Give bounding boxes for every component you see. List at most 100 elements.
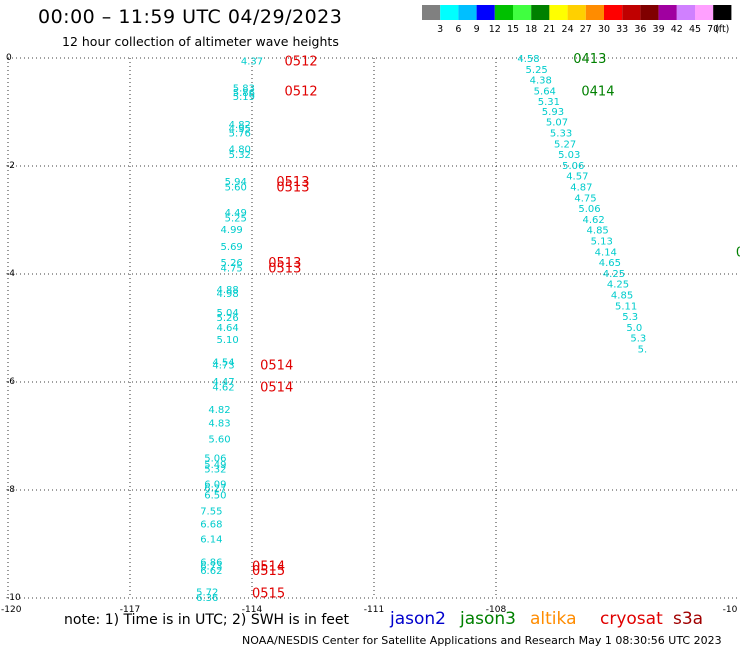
wave-height-label: 4.75	[221, 264, 243, 275]
x-tick-label: -10	[723, 605, 738, 615]
wave-height-label: 6.09	[204, 480, 226, 491]
y-tick-label: -10	[6, 593, 21, 603]
wave-height-label: 4.47	[212, 377, 234, 388]
wave-height-label: 5.60	[208, 435, 230, 446]
time-annotation: 0514	[252, 560, 285, 575]
wave-height-label: 4.88	[216, 285, 238, 296]
wave-height-label: 4.85	[587, 226, 609, 237]
credit-line: NOAA/NESDIS Center for Satellite Applica…	[242, 634, 722, 647]
color-scale-legend: 3 6 9 12 15 18 21 24 27 30 33 36 39 42 45 70(ft)	[422, 5, 732, 35]
time-annotation: 0515	[252, 564, 285, 579]
time-annotation: 0514	[260, 380, 293, 395]
color-swatch	[622, 5, 641, 20]
wave-height-label: 4.25	[607, 280, 629, 291]
wave-height-label: 5.26	[216, 313, 238, 324]
wave-height-label: 6.62	[200, 566, 222, 577]
wave-height-label: 4.62	[212, 382, 234, 393]
x-tick-label: -111	[364, 605, 384, 615]
wave-height-label: 6.14	[200, 535, 222, 546]
color-swatch	[458, 5, 477, 20]
chart-subtitle: 12 hour collection of altimeter wave hei…	[62, 34, 339, 49]
color-scale-label: 12	[489, 24, 501, 35]
color-swatch	[440, 5, 459, 20]
color-scale-label: 18	[525, 24, 537, 35]
color-scale-label: 36	[634, 24, 646, 35]
legend-s3a: s3a	[673, 609, 704, 629]
x-tick-label: -108	[486, 605, 507, 615]
time-annotation: 0414	[581, 84, 614, 99]
wave-height-label: 4.98	[216, 289, 238, 300]
wave-height-label: 4.87	[570, 183, 592, 194]
wave-height-label: 5.10	[216, 335, 238, 346]
wave-height-label: 5.03	[558, 150, 580, 161]
wave-height-label: 4.38	[530, 76, 552, 87]
time-annotation: 0	[736, 245, 740, 260]
wave-height-label: 5.93	[542, 107, 564, 118]
color-swatch	[695, 5, 714, 20]
wave-height-label: 5.60	[225, 183, 247, 194]
color-scale-label: 6	[455, 24, 461, 35]
wave-height-label: 5.25	[526, 65, 548, 76]
wave-height-label: 5.72	[196, 588, 218, 599]
wave-height-label: 5.06	[578, 204, 600, 215]
wave-height-label: 4.37	[241, 57, 263, 68]
wave-height-label: 4.49	[225, 208, 247, 219]
color-scale-label: 3	[437, 24, 443, 35]
y-tick-label: -2	[6, 161, 15, 171]
color-swatch	[713, 5, 732, 20]
wave-height-label: 4.73	[212, 361, 234, 372]
wave-height-label: 5.06	[562, 161, 584, 172]
wave-height-label: 5.32	[229, 150, 251, 161]
wave-height-label: 5.06	[204, 454, 226, 465]
wave-height-label: 5.69	[221, 242, 243, 253]
wave-height-label: 5.	[638, 345, 648, 356]
color-swatch	[676, 5, 695, 20]
time-annotation: 0512	[285, 55, 318, 70]
wave-height-label: 6.50	[204, 490, 226, 501]
wave-height-label: 5.83	[233, 84, 255, 95]
color-swatch	[640, 5, 659, 20]
wave-height-label: 4.58	[517, 54, 539, 65]
color-swatch	[585, 5, 604, 20]
y-tick-label: 0	[6, 53, 12, 63]
wave-height-label: 5.3	[622, 312, 638, 323]
color-scale-label: 70	[707, 24, 719, 35]
x-tick-label: -114	[242, 605, 263, 615]
x-tick-label: -117	[120, 605, 140, 615]
wave-height-label: 5.0	[626, 323, 642, 334]
wave-height-label: 4.82	[208, 405, 230, 416]
color-swatch	[567, 5, 586, 20]
color-scale-label: 15	[507, 24, 519, 35]
wave-height-label: 6.86	[200, 557, 222, 568]
legend-jason3: jason3	[460, 609, 516, 629]
legend-jason2: jason2	[390, 609, 446, 629]
wave-height-label: 5.76	[229, 129, 251, 140]
color-swatch	[658, 5, 677, 20]
color-scale-label: 9	[474, 24, 480, 35]
footnote: note: 1) Time is in UTC; 2) SWH is in fe…	[64, 612, 350, 628]
color-swatch	[494, 5, 513, 20]
time-annotation: 0513	[276, 181, 309, 196]
wave-height-label: 5.25	[225, 213, 247, 224]
wave-height-label: 4.80	[229, 145, 251, 156]
wave-height-label: 5.31	[538, 97, 560, 108]
wave-height-label: 4.64	[216, 323, 238, 334]
wave-height-label: 5.33	[550, 129, 572, 140]
wave-height-label: 5.04	[216, 308, 238, 319]
wave-height-label: 4.85	[611, 291, 633, 302]
wave-height-label: 6.73	[200, 562, 222, 573]
wave-height-label: 4.25	[603, 269, 625, 280]
color-scale-unit: (ft)	[715, 24, 729, 35]
wave-height-label: 5.94	[225, 177, 247, 188]
time-annotation: 0514	[260, 359, 293, 374]
y-tick-label: -6	[6, 377, 15, 387]
wave-height-label: 6.27	[204, 483, 226, 494]
x-tick-label: -120	[1, 605, 22, 615]
wave-height-label: 5.86	[233, 88, 255, 99]
color-scale-label: 24	[562, 24, 574, 35]
wave-height-label: 5.3	[630, 334, 646, 345]
wave-height-label: 5.49	[204, 460, 226, 471]
wave-height-label: 4.95	[229, 124, 251, 135]
legend-altika: altika	[530, 609, 577, 629]
